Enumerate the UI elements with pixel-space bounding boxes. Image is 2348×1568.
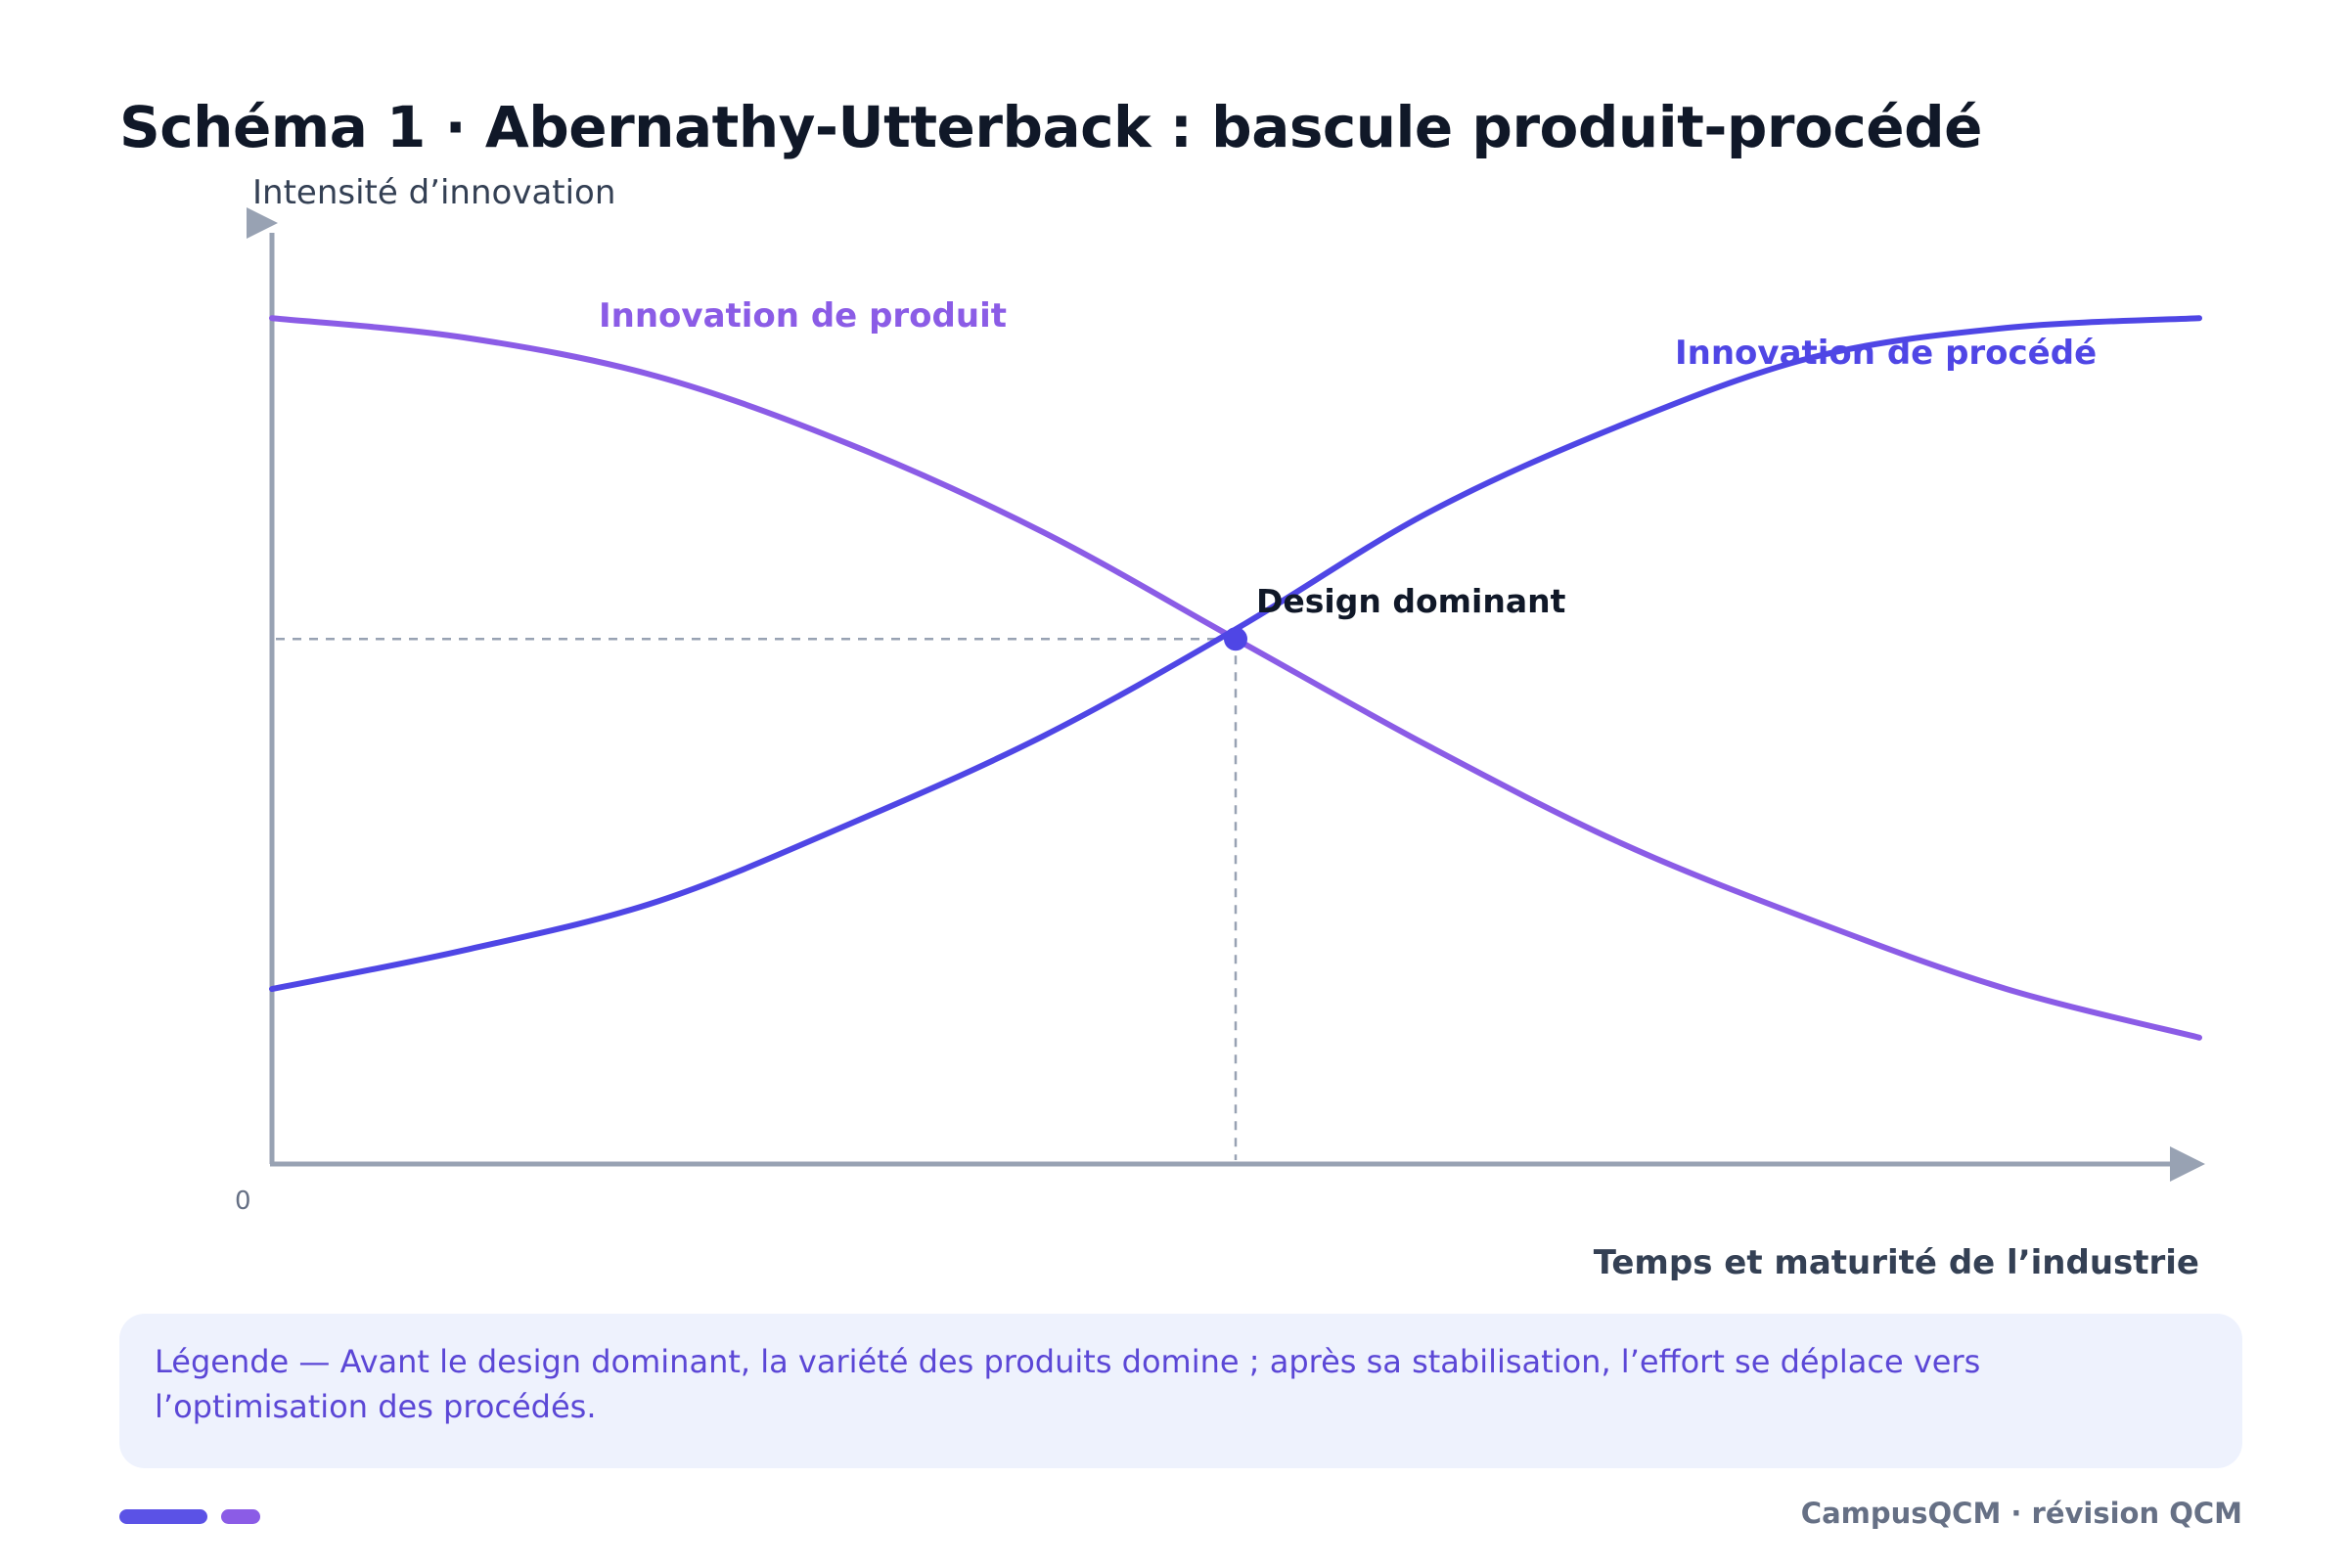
process-innovation-label: Innovation de procédé [1675,334,2097,373]
product-innovation-label: Innovation de produit [599,296,1007,336]
brand-pill-primary [119,1509,207,1524]
process-innovation-curve [269,315,2202,993]
y-axis-label: Intensité d’innovation [252,173,615,212]
footer-credit: CampusQCM · révision QCM [1800,1497,2242,1530]
dominant-design-point [1224,627,1247,651]
legend-text: Légende — Avant le design dominant, la v… [155,1343,1981,1425]
x-axis-label: Temps et maturité de l’industrie [1594,1243,2199,1282]
dominant-design-label: Design dominant [1256,582,1566,620]
brand-pill-secondary [221,1509,260,1524]
y-axis-arrow [247,207,278,239]
origin-label: 0 [235,1187,251,1216]
legend-box: Légende — Avant le design dominant, la v… [119,1314,2242,1468]
diagram-title: Schéma 1 · Abernathy-Utterback : bascule… [119,94,1982,160]
x-axis-arrow [2170,1146,2205,1182]
